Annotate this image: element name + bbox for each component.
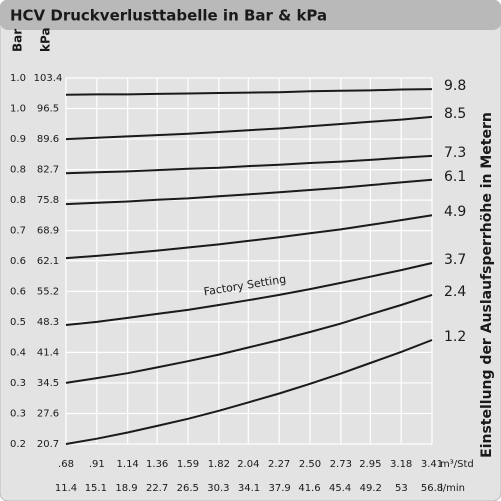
y-bar-tick-label: 0.3 bbox=[10, 408, 26, 419]
legend-label: 4.9 bbox=[444, 204, 466, 220]
y-tick-label: 20.7 bbox=[37, 439, 59, 450]
y-bar-tick-label: 1.0 bbox=[10, 73, 26, 84]
x2-tick-label: 18.9 bbox=[115, 483, 137, 494]
x-tick-label: 1.59 bbox=[177, 459, 199, 470]
x-tick-label: 1.82 bbox=[208, 459, 230, 470]
x-tick-label: .91 bbox=[89, 459, 105, 470]
line bbox=[65, 88, 433, 96]
y-label-bar: Bar bbox=[11, 29, 25, 52]
y-tick-label: 68.9 bbox=[37, 226, 59, 237]
x-tick-label: 2.73 bbox=[330, 459, 352, 470]
legend-label: 6.1 bbox=[444, 169, 466, 185]
line bbox=[65, 178, 433, 206]
chart-title: HCV Druckverlusttabelle in Bar & kPa bbox=[10, 7, 327, 25]
legend-label: 9.8 bbox=[444, 78, 466, 94]
x2-tick-label: 22.7 bbox=[146, 483, 168, 494]
x2-tick-label: 37.9 bbox=[269, 483, 291, 494]
x-tick-label: 3.18 bbox=[390, 459, 412, 470]
x2-tick-label: 56.8 bbox=[421, 483, 443, 494]
y-bar-tick-label: 0.6 bbox=[10, 286, 26, 297]
line bbox=[65, 115, 433, 141]
y-bar-tick-label: 0.2 bbox=[10, 439, 26, 450]
x-tick-label: 2.04 bbox=[237, 459, 259, 470]
x2-tick-label: 45.4 bbox=[329, 483, 351, 494]
y-tick-label: 75.8 bbox=[37, 195, 59, 206]
x2-tick-label: 11.4 bbox=[55, 483, 77, 494]
x2-tick-label: 41.6 bbox=[298, 483, 320, 494]
y-tick-label: 96.5 bbox=[37, 104, 59, 115]
y-tick-label: 82.7 bbox=[37, 165, 59, 176]
y-tick-label: 103.4 bbox=[34, 73, 63, 84]
x-tick-label: 1.14 bbox=[117, 459, 139, 470]
y-bar-tick-label: 0.6 bbox=[10, 256, 26, 267]
legend-label: 8.5 bbox=[444, 106, 466, 122]
y-bar-tick-label: 0.7 bbox=[10, 226, 26, 237]
y-bar-tick-label: 0.8 bbox=[10, 195, 26, 206]
y-bar-tick-label: 0.9 bbox=[10, 134, 26, 145]
line bbox=[65, 214, 433, 260]
x-tick-label: 2.95 bbox=[359, 459, 381, 470]
y-tick-label: 55.2 bbox=[37, 286, 59, 297]
x2-unit: l/min bbox=[440, 483, 465, 494]
y-tick-label: 27.6 bbox=[37, 408, 59, 419]
x2-tick-label: 53 bbox=[395, 483, 408, 494]
y-tick-label: 48.3 bbox=[37, 317, 59, 328]
x-tick-label: 3.41 bbox=[421, 459, 443, 470]
x-tick-label: 1.36 bbox=[146, 459, 168, 470]
x-tick-label: 2.27 bbox=[268, 459, 290, 470]
line bbox=[65, 154, 433, 175]
x-unit: m³/Std bbox=[440, 459, 474, 470]
legend-label: 3.7 bbox=[444, 252, 466, 268]
line bbox=[65, 293, 433, 384]
x2-tick-label: 34.1 bbox=[238, 483, 260, 494]
x-tick-label: .68 bbox=[58, 459, 74, 470]
y-bar-tick-label: 0.5 bbox=[10, 317, 26, 328]
legend-label: 2.4 bbox=[444, 284, 466, 300]
title-bar bbox=[0, 0, 501, 30]
y-bar-tick-label: 0.3 bbox=[10, 378, 26, 389]
y-bar-tick-label: 1.0 bbox=[10, 104, 26, 115]
line bbox=[65, 262, 433, 326]
y2-title: Einstellung der Auslaufsperrhöhe in Mete… bbox=[479, 112, 495, 458]
y-label-kpa: kPa bbox=[39, 27, 53, 52]
y-tick-label: 41.4 bbox=[37, 347, 59, 358]
y-tick-label: 62.1 bbox=[37, 256, 59, 267]
x2-tick-label: 15.1 bbox=[85, 483, 107, 494]
y-tick-label: 34.5 bbox=[37, 378, 59, 389]
line bbox=[65, 339, 433, 445]
y-bar-tick-label: 0.8 bbox=[10, 165, 26, 176]
x-tick-label: 2.50 bbox=[299, 459, 321, 470]
x2-tick-label: 30.3 bbox=[207, 483, 229, 494]
x2-tick-label: 49.2 bbox=[360, 483, 382, 494]
y-bar-tick-label: 0.4 bbox=[10, 347, 26, 358]
x2-tick-label: 26.5 bbox=[177, 483, 199, 494]
legend-label: 1.2 bbox=[444, 329, 466, 345]
y-tick-label: 89.6 bbox=[37, 134, 59, 145]
legend-label: 7.3 bbox=[444, 145, 466, 161]
